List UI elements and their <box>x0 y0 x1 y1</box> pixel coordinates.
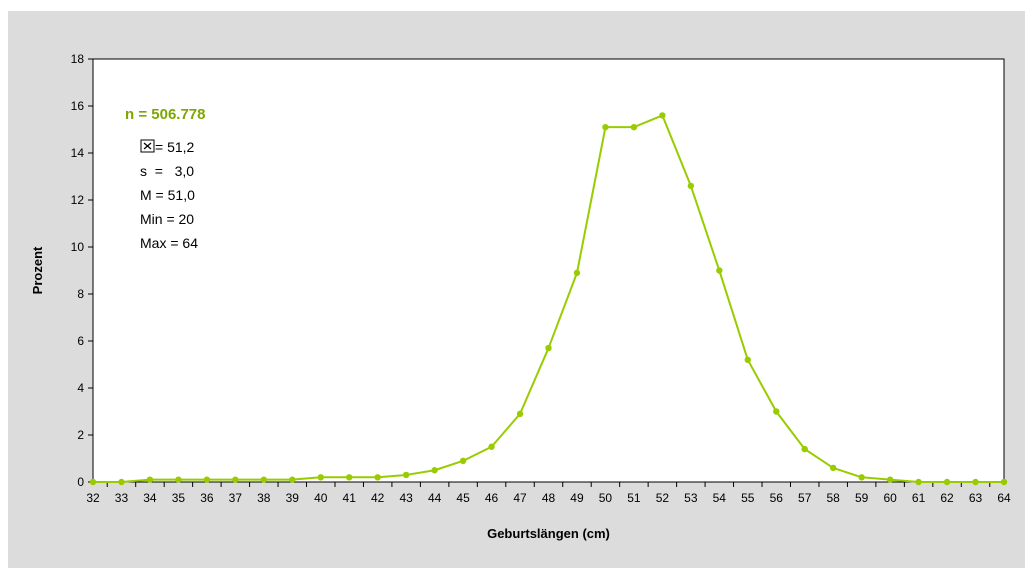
data-point <box>260 476 268 483</box>
x-tick-label: 35 <box>172 491 186 505</box>
x-tick-label: 60 <box>883 491 897 505</box>
data-point <box>516 410 524 418</box>
data-point <box>346 474 353 481</box>
x-tick-label: 63 <box>969 491 983 505</box>
y-tick-label: 16 <box>71 99 85 113</box>
data-point <box>858 474 865 481</box>
x-tick-label: 42 <box>371 491 385 505</box>
x-tick-label: 36 <box>200 491 214 505</box>
x-tick-label: 41 <box>343 491 357 505</box>
mean-symbol-icon <box>140 139 155 153</box>
y-tick-label: 14 <box>71 146 85 160</box>
data-point <box>744 356 751 363</box>
x-tick-label: 56 <box>770 491 784 505</box>
y-tick-label: 6 <box>77 334 84 348</box>
y-tick-label: 8 <box>77 287 84 301</box>
x-tick-label: 48 <box>542 491 556 505</box>
data-point <box>687 182 695 190</box>
x-tick-label: 55 <box>741 491 755 505</box>
sample-size-label: n = 506.778 <box>125 106 205 123</box>
plot-area <box>92 58 1005 483</box>
x-tick-label: 52 <box>656 491 670 505</box>
data-point <box>118 478 125 486</box>
x-tick-label: 37 <box>229 491 243 505</box>
data-point <box>146 476 154 483</box>
stat-median: M = 51,0 <box>140 187 195 203</box>
x-tick-label: 49 <box>570 491 584 505</box>
x-tick-label: 47 <box>513 491 527 505</box>
data-point <box>829 464 837 472</box>
data-point <box>915 478 922 486</box>
x-tick-label: 50 <box>599 491 613 505</box>
x-tick-label: 46 <box>485 491 499 505</box>
y-tick-label: 0 <box>77 475 84 489</box>
x-tick-label: 32 <box>86 491 100 505</box>
x-tick-label: 33 <box>115 491 129 505</box>
y-tick-label: 2 <box>77 428 84 442</box>
x-tick-label: 54 <box>713 491 727 505</box>
data-point <box>289 476 296 483</box>
x-tick-label: 39 <box>286 491 300 505</box>
data-point <box>716 267 723 274</box>
x-tick-label: 61 <box>912 491 926 505</box>
data-point <box>773 408 780 415</box>
series-points <box>89 112 1008 486</box>
x-axis-title: Geburtslängen (cm) <box>487 526 610 541</box>
x-tick-label: 64 <box>997 491 1011 505</box>
data-point <box>175 476 182 483</box>
data-point <box>203 476 211 483</box>
x-tick-label: 57 <box>798 491 812 505</box>
x-tick-label: 43 <box>399 491 413 505</box>
y-axis-title: Prozent <box>30 246 45 294</box>
x-tick-label: 40 <box>314 491 328 505</box>
stat-max: Max = 64 <box>140 235 198 251</box>
y-axis: 0 2 4 6 8 10 12 14 16 18 <box>71 52 93 489</box>
data-point <box>659 112 666 119</box>
stat-mean: = 51,2 <box>155 139 195 155</box>
data-point <box>630 123 638 131</box>
data-point <box>431 467 438 474</box>
x-axis: 32 33 34 35 36 37 38 39 40 41 42 43 44 45 46 47 48 49 50 51… <box>86 482 1011 505</box>
y-tick-label: 10 <box>71 240 85 254</box>
data-point <box>801 445 808 453</box>
x-tick-label: 62 <box>940 491 954 505</box>
data-point <box>459 457 467 465</box>
chart-frame: 0 2 4 6 8 10 12 14 16 18 32 33 34 35 36 37 38 39 40 41 42 43… <box>8 11 1025 568</box>
y-tick-label: 4 <box>77 381 84 395</box>
data-point <box>1000 478 1008 486</box>
data-point <box>886 476 894 483</box>
stat-sd: s = 3,0 <box>140 163 194 179</box>
y-tick-label: 12 <box>71 193 85 207</box>
data-point <box>488 443 495 450</box>
x-tick-label: 51 <box>627 491 641 505</box>
x-tick-label: 38 <box>257 491 271 505</box>
data-point <box>573 269 581 277</box>
data-point <box>232 476 239 483</box>
stat-min: Min = 20 <box>140 211 194 227</box>
data-point <box>402 471 410 479</box>
data-point <box>317 474 324 481</box>
x-tick-label: 58 <box>827 491 841 505</box>
data-point <box>545 344 552 352</box>
data-point <box>943 478 951 486</box>
y-tick-label: 18 <box>71 52 85 66</box>
x-tick-label: 44 <box>428 491 442 505</box>
data-point <box>374 474 381 481</box>
x-tick-label: 53 <box>684 491 698 505</box>
x-tick-label: 34 <box>143 491 157 505</box>
data-point <box>972 478 979 486</box>
data-point <box>89 478 97 486</box>
data-point <box>602 123 609 131</box>
x-tick-label: 59 <box>855 491 869 505</box>
x-tick-label: 45 <box>456 491 470 505</box>
